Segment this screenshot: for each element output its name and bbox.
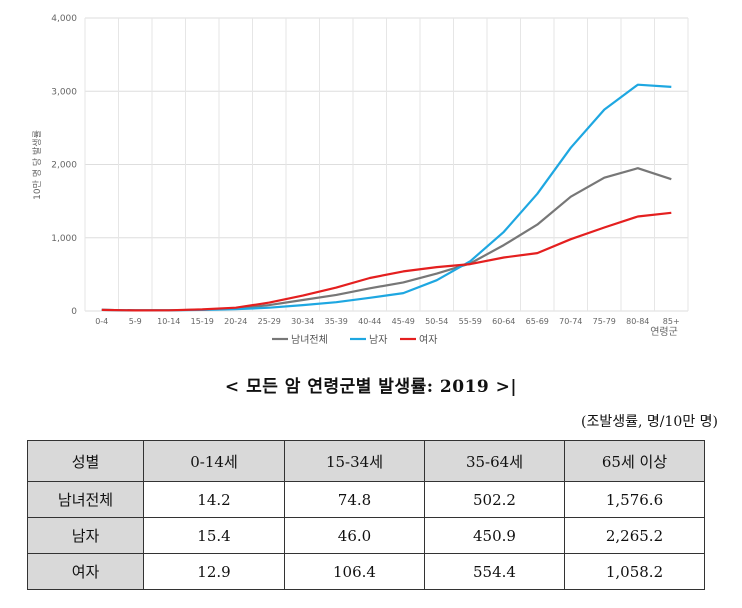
series-lines — [101, 83, 672, 312]
x-axis-label: 연령군 — [650, 326, 678, 338]
table-cell: 74.8 — [284, 481, 425, 518]
table-cell: 15.4 — [143, 517, 285, 554]
x-tick-label: 40-44 — [358, 317, 381, 326]
table-header-row: 성별 0-14세 15-34세 35-64세 65세 이상 — [27, 440, 705, 482]
header-65-plus: 65세 이상 — [564, 440, 705, 482]
x-tick-label: 75-79 — [593, 317, 616, 326]
table-cell: 14.2 — [143, 481, 285, 518]
axes: 0 1,000 2,000 3,000 4,000 0-4 5-9 10-14 15-19 20-… — [51, 14, 679, 326]
line-chart: 0 1,000 2,000 3,000 4,000 0-4 5-9 10-14 15-19 20-… — [32, 14, 689, 346]
table-cell: 2,265.2 — [564, 517, 705, 554]
x-tick-label: 5-9 — [129, 317, 142, 326]
x-tick-label: 15-19 — [191, 317, 214, 326]
table-cell: 1,058.2 — [564, 553, 705, 590]
unit-note: (조발생률, 명/10만 명) — [581, 414, 718, 430]
y-tick-label: 2,000 — [51, 161, 77, 171]
x-tick-label: 35-39 — [325, 317, 348, 326]
x-tick-label: 45-49 — [392, 317, 415, 326]
table-cell: 450.9 — [424, 517, 565, 554]
y-tick-label: 1,000 — [51, 234, 77, 244]
table-cell: 1,576.6 — [564, 481, 705, 518]
row-label: 남녀전체 — [27, 481, 144, 518]
header-0-14: 0-14세 — [143, 440, 285, 482]
x-tick-label: 65-69 — [526, 317, 549, 326]
table-row: 남자 15.4 46.0 450.9 2,265.2 — [27, 517, 705, 554]
y-tick-label: 0 — [71, 307, 77, 317]
table-cell: 46.0 — [284, 517, 425, 554]
x-tick-label: 50-54 — [425, 317, 448, 326]
x-tick-label: 20-24 — [224, 317, 247, 326]
x-tick-label: 30-34 — [291, 317, 314, 326]
legend-label: 남녀전체 — [291, 334, 328, 346]
y-tick-label: 3,000 — [51, 87, 77, 97]
x-tick-label: 10-14 — [157, 317, 180, 326]
header-15-34: 15-34세 — [284, 440, 425, 482]
x-tick-label: 80-84 — [626, 317, 649, 326]
legend: 남녀전체 남자 여자 — [272, 334, 437, 346]
table-cell: 106.4 — [284, 553, 425, 590]
table-row: 여자 12.9 106.4 554.4 1,058.2 — [27, 553, 705, 590]
legend-label: 여자 — [419, 334, 437, 346]
row-label: 남자 — [27, 517, 144, 554]
y-tick-label: 4,000 — [51, 14, 77, 24]
table-cell: 554.4 — [424, 553, 565, 590]
header-sex: 성별 — [27, 440, 144, 482]
incidence-table: 성별 0-14세 15-34세 35-64세 65세 이상 남녀전체 14.2 … — [27, 440, 705, 590]
header-35-64: 35-64세 — [424, 440, 565, 482]
x-tick-label: 25-29 — [258, 317, 281, 326]
x-tick-label: 55-59 — [459, 317, 482, 326]
table-row: 남녀전체 14.2 74.8 502.2 1,576.6 — [27, 481, 705, 518]
table-cell: 12.9 — [143, 553, 285, 590]
x-tick-label: 0-4 — [95, 317, 108, 326]
y-axis-label: 10만 명 당 발생률 — [32, 130, 43, 200]
x-tick-label: 70-74 — [559, 317, 582, 326]
row-label: 여자 — [27, 553, 144, 590]
table-cell: 502.2 — [424, 481, 565, 518]
chart-caption: < 모든 암 연령군별 발생률: 2019 >| — [224, 377, 518, 397]
x-tick-label: 60-64 — [492, 317, 515, 326]
grid — [84, 17, 689, 312]
x-tick-label: 85+ — [663, 317, 680, 326]
series-line-여자 — [101, 211, 672, 312]
legend-label: 남자 — [369, 334, 387, 346]
